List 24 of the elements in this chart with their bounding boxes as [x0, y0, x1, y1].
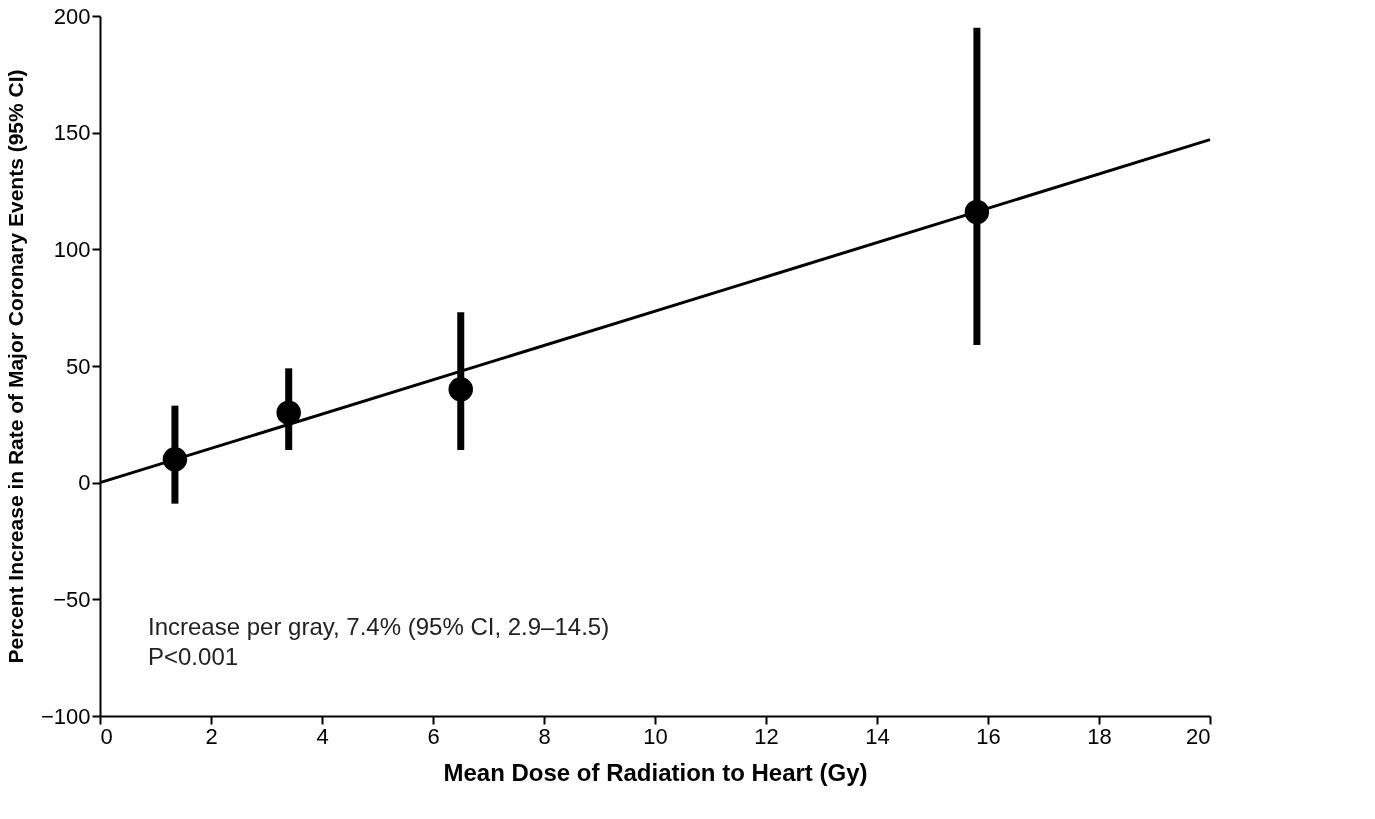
y-tick-label: 100: [53, 236, 91, 262]
x-tick-label: 10: [643, 723, 668, 749]
x-tick-label: 8: [538, 723, 551, 749]
x-axis-title: Mean Dose of Radiation to Heart (Gy): [443, 758, 868, 786]
y-tick-label: −100: [40, 703, 91, 729]
point: [276, 400, 301, 425]
x-tick-label: 4: [316, 723, 329, 749]
x-tick-label: 20: [1186, 723, 1211, 749]
x-tick-label: 12: [754, 723, 779, 749]
x-tick-label: 0: [100, 723, 113, 749]
y-tick-label: 50: [66, 353, 91, 379]
x-tick-label: 16: [976, 723, 1001, 749]
x-tick-label: 18: [1087, 723, 1112, 749]
annotation: Increase per gray, 7.4% (95% CI, 2.9–14.5): [148, 613, 610, 640]
x-tick-label: 6: [427, 723, 440, 749]
y-axis-title: Percent Increase in Rate of Major Coronary Events (95% CI): [3, 69, 27, 664]
y-tick-label: −50: [53, 586, 91, 612]
point: [448, 377, 473, 402]
annotation: P<0.001: [148, 643, 239, 670]
x-tick-label: 2: [205, 723, 218, 749]
y-tick-label: 0: [78, 470, 91, 496]
x-tick-label: 14: [865, 723, 890, 749]
y-tick-label: 200: [53, 3, 91, 29]
y-tick-label: 150: [53, 120, 91, 146]
